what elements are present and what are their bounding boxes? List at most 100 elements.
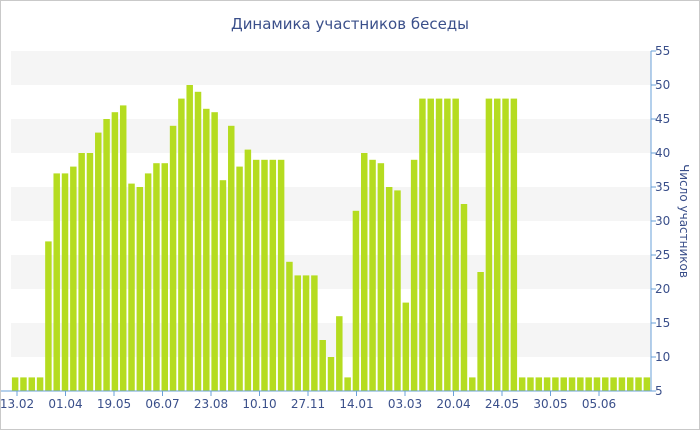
x-ticks: 13.02 01.04 19.05 06.07 23.08 10.10 27.11 14.01… <box>1 391 616 411</box>
bar <box>444 98 451 391</box>
bar <box>294 275 301 391</box>
y-tick-label: 35 <box>655 180 670 194</box>
bar <box>119 105 127 392</box>
bar <box>53 173 60 391</box>
x-tick-label: 27.11 <box>291 397 325 411</box>
y-tick-label: 50 <box>655 78 670 92</box>
bar <box>410 159 418 391</box>
x-tick-label: 19.05 <box>97 397 131 411</box>
bar <box>327 357 335 391</box>
bar <box>128 183 135 391</box>
bar <box>643 377 651 391</box>
bar <box>336 316 343 391</box>
bar <box>319 340 326 391</box>
bar <box>244 149 252 391</box>
bar <box>577 377 584 391</box>
bar <box>261 159 268 391</box>
bar <box>543 377 551 391</box>
x-tick-label: 01.04 <box>48 397 82 411</box>
bar <box>153 163 160 391</box>
bar <box>452 98 459 391</box>
bar <box>552 377 559 391</box>
y-tick-label: 20 <box>655 282 670 296</box>
bar <box>626 377 634 391</box>
bar <box>36 377 44 391</box>
bar <box>70 166 77 391</box>
bar <box>419 98 426 391</box>
bar <box>111 112 119 391</box>
bar <box>435 98 443 391</box>
bar <box>394 190 401 391</box>
bar <box>477 272 484 391</box>
bar <box>585 377 592 391</box>
bar <box>236 166 243 391</box>
bar <box>485 98 493 391</box>
y-tick-label: 30 <box>655 214 670 228</box>
bar <box>402 302 410 391</box>
bar <box>228 125 235 392</box>
bar <box>103 119 110 391</box>
bar <box>635 377 642 391</box>
y-tick-label: 5 <box>655 384 663 398</box>
y-tick-label: 55 <box>655 44 670 58</box>
chart-title: Динамика участников беседы <box>231 15 469 33</box>
bar <box>344 377 351 391</box>
x-tick-label: 24.05 <box>485 397 519 411</box>
bar <box>377 163 385 391</box>
bar <box>560 377 567 391</box>
bar <box>568 377 576 391</box>
x-tick-label: 13.02 <box>1 397 34 411</box>
y-tick-label: 15 <box>655 316 670 330</box>
x-tick-label: 30.05 <box>533 397 567 411</box>
bar <box>252 159 260 391</box>
grid-bands <box>11 51 651 357</box>
y-tick-label: 45 <box>655 112 670 126</box>
bar <box>427 98 434 391</box>
x-tick-label: 10.10 <box>242 397 276 411</box>
bar <box>194 91 202 392</box>
bar <box>502 98 509 391</box>
bar <box>136 187 144 391</box>
bar <box>460 204 468 391</box>
bar <box>219 180 227 391</box>
bar <box>86 153 94 391</box>
bar <box>277 159 285 391</box>
x-tick-label: 03.03 <box>388 397 422 411</box>
bar <box>28 377 36 391</box>
x-tick-label: 14.01 <box>339 397 373 411</box>
bar <box>593 377 601 391</box>
bar <box>535 377 543 391</box>
bar <box>361 153 368 391</box>
bar <box>186 85 193 391</box>
bar <box>211 112 218 391</box>
bar <box>169 125 177 392</box>
bar <box>602 377 609 391</box>
bar <box>95 132 102 391</box>
x-tick-label: 20.04 <box>436 397 470 411</box>
x-tick-label: 06.07 <box>145 397 179 411</box>
bar <box>161 163 168 391</box>
bar <box>527 377 534 391</box>
bar <box>352 210 360 391</box>
y-ticks: 5 10 15 20 25 30 35 40 45 50 55 <box>651 44 670 398</box>
y-tick-label: 10 <box>655 350 670 364</box>
bar <box>369 159 376 391</box>
grid-band <box>11 51 651 85</box>
bar <box>203 108 210 392</box>
bar <box>493 98 501 391</box>
y-axis-label: Число участников <box>677 164 691 278</box>
bar <box>45 241 52 391</box>
bar <box>286 261 293 391</box>
bar <box>469 377 476 391</box>
y-tick-label: 25 <box>655 248 670 262</box>
bar <box>385 187 393 391</box>
bar <box>302 275 310 391</box>
bar <box>510 98 518 391</box>
bar <box>269 159 277 391</box>
bar <box>311 275 318 391</box>
bar <box>618 377 626 391</box>
y-tick-label: 40 <box>655 146 670 160</box>
bar <box>11 377 19 391</box>
